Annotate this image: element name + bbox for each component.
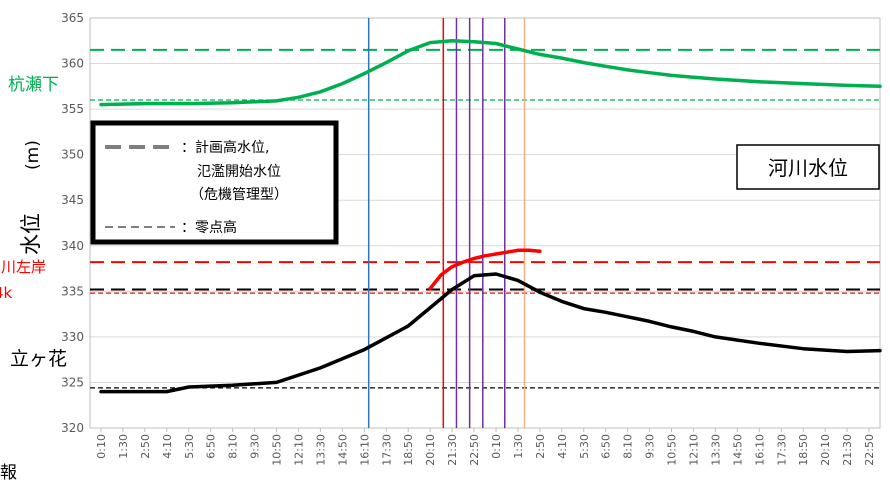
x-tick-label: 9:30 <box>249 434 262 459</box>
x-tick-label: 8:10 <box>227 434 240 459</box>
x-tick-label: 4:10 <box>161 434 174 459</box>
x-tick-label: 14:50 <box>731 434 744 466</box>
x-tick-label: 22:50 <box>863 434 876 466</box>
x-tick-label: 13:30 <box>314 434 327 466</box>
x-tick-label: 16:10 <box>358 434 371 466</box>
x-tick-label: 13:30 <box>709 434 722 466</box>
x-tick-label: 12:10 <box>292 434 305 466</box>
y-axis-unit: (m) <box>23 140 43 170</box>
y-axis: 320 325 330 335 340 345 350 355 360 365 <box>61 11 84 435</box>
legend-box <box>90 120 339 245</box>
x-tick-label: 1:30 <box>117 434 130 459</box>
x-tick-label: 12:10 <box>687 434 700 466</box>
y-tick-label-350: 350 <box>61 148 84 162</box>
x-tick-label: 1:30 <box>512 434 525 459</box>
x-tick-label: 5:30 <box>183 434 196 459</box>
y-tick-label-320: 320 <box>61 421 84 435</box>
series-label-2-line-2: 4k <box>0 284 13 302</box>
legend: ：計画高水位, 氾濫開始水位 （危機管理型） ：零点高 <box>90 120 339 245</box>
series-label-2-line-1: 曲川左岸 <box>0 258 46 276</box>
event-markers <box>367 18 526 428</box>
y-tick-label-345: 345 <box>61 193 84 207</box>
y-tick-label-365: 365 <box>61 11 84 25</box>
chart-title-box <box>736 144 880 190</box>
x-tick-label: 0:10 <box>95 434 108 459</box>
y-tick-label-335: 335 <box>61 284 84 298</box>
x-tick-label: 16:10 <box>753 434 766 466</box>
x-tick-label: 2:50 <box>534 434 547 459</box>
chart-title: 河川水位 <box>768 156 848 180</box>
x-tick-label: 4:10 <box>556 434 569 459</box>
x-tick-label: 14:50 <box>336 434 349 466</box>
y-axis-title: 水位 <box>19 213 43 255</box>
legend-label-critical-1: ：計画高水位, <box>181 139 269 156</box>
x-tick-label: 10:50 <box>666 434 679 466</box>
x-tick-label: 6:50 <box>600 434 613 459</box>
x-tick-label: 21:30 <box>841 434 854 466</box>
reference-lines <box>90 48 880 389</box>
x-axis: 0:10 1:30 2:50 4:10 5:30 6:50 8:10 9:30 10:50 12:… <box>95 428 876 466</box>
x-tick-label: 6:50 <box>205 434 218 459</box>
x-tick-label: 17:30 <box>775 434 788 466</box>
x-tick-label: 8:10 <box>622 434 635 459</box>
x-tick-label: 22:50 <box>468 434 481 466</box>
x-tick-label: 17:30 <box>380 434 393 466</box>
x-tick-label: 10:50 <box>271 434 284 466</box>
plot-area-border <box>89 17 881 429</box>
y-tick-label-325: 325 <box>61 375 84 389</box>
x-tick-label: 18:50 <box>402 434 415 466</box>
legend-label-critical-2: 氾濫開始水位 <box>197 164 281 180</box>
series-line-2 <box>428 248 542 291</box>
x-tick-label: 18:50 <box>797 434 810 466</box>
footnote-text: 報 <box>0 463 17 483</box>
y-tick-label-355: 355 <box>61 102 84 116</box>
y-tick-label-340: 340 <box>61 239 84 253</box>
x-tick-label: 2:50 <box>139 434 152 459</box>
x-tick-label: 21:30 <box>446 434 459 466</box>
series-line-1 <box>99 272 882 394</box>
x-tick-label: 0:10 <box>490 434 503 459</box>
x-tick-label: 20:10 <box>424 434 437 466</box>
legend-label-zero: ：零点高 <box>181 219 237 236</box>
y-tick-label-360: 360 <box>61 57 84 71</box>
x-tick-label: 20:10 <box>819 434 832 466</box>
series-label-0: 杭瀬下 <box>8 75 59 95</box>
series-line-0 <box>99 39 882 107</box>
legend-label-critical-3: （危機管理型） <box>190 187 288 203</box>
x-tick-label: 9:30 <box>644 434 657 459</box>
x-tick-label: 5:30 <box>578 434 591 459</box>
series-label-1: 立ヶ花 <box>10 348 67 370</box>
series-lines <box>99 39 882 394</box>
y-tick-label-330: 330 <box>61 330 84 344</box>
